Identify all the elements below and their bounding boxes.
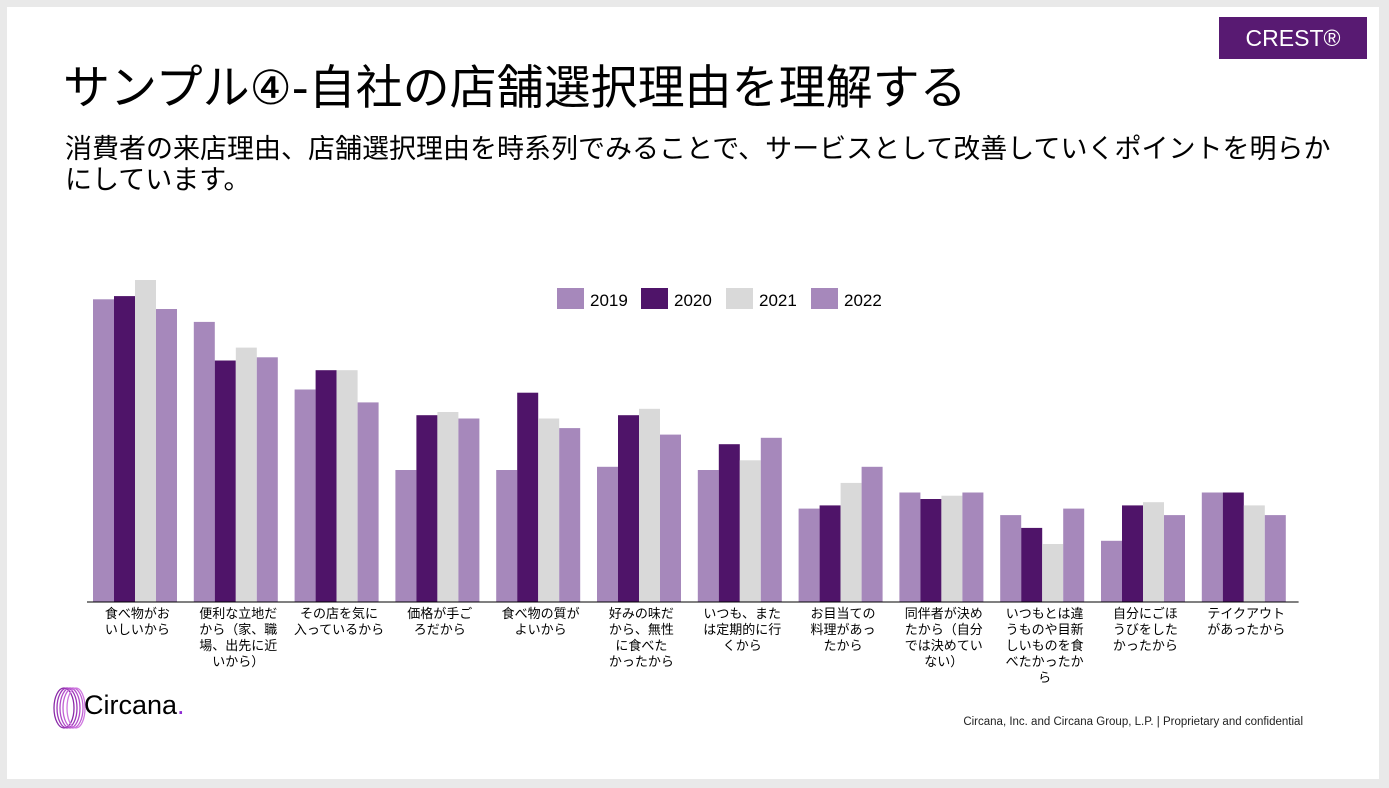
- x-tick-label-9: 同伴者が決めたから（自分では決めていない）: [905, 607, 983, 670]
- bar-2019-8: [798, 508, 820, 602]
- footer: Circana, Inc. and Circana Group, L.P. | …: [963, 716, 1303, 728]
- bar-2022-6: [660, 434, 681, 602]
- bar-2020-6: [618, 415, 639, 602]
- bar-2019-12: [1201, 492, 1223, 602]
- footer-confidentiality: Proprietary and confidential: [1163, 716, 1303, 728]
- x-tick-label-12: テイクアウトがあったから: [1207, 607, 1285, 638]
- circana-logo: Circana.: [52, 684, 232, 732]
- bar-2020-2: [214, 360, 236, 602]
- bar-2021-8: [840, 482, 862, 602]
- x-tick-label-5: 食べ物の質がよいから: [502, 606, 580, 638]
- page-subtitle: 消費者の来店理由、店舗選択理由を時系列でみることで、サービスとして改善していくポ…: [65, 134, 1331, 196]
- bar-2021-12: [1243, 505, 1265, 602]
- bar-2020-4: [416, 415, 438, 602]
- legend-swatch-2021: [726, 288, 753, 309]
- bar-2019-4: [395, 470, 417, 602]
- bar-2020-12: [1222, 492, 1244, 602]
- bar-2021-1: [135, 280, 156, 602]
- bar-2020-11: [1122, 505, 1143, 602]
- legend-swatch-2019: [557, 288, 584, 309]
- bar-2020-5: [517, 392, 539, 602]
- legend-label-2022: 2022: [844, 291, 882, 310]
- x-tick-label-10: いつもとは違うものや目新しいものを食べたかったから: [1006, 607, 1084, 686]
- bar-2021-2: [235, 347, 257, 602]
- chart-bars: [93, 280, 1286, 602]
- bar-2020-3: [315, 370, 337, 602]
- bar-2020-7: [718, 444, 740, 602]
- x-tick-label-7: いつも、または定期的に行くから: [703, 607, 781, 654]
- bar-2019-3: [294, 389, 316, 602]
- x-tick-label-6: 好みの味だから、無性に食べたかったから: [609, 607, 674, 670]
- bar-2022-8: [861, 466, 883, 602]
- x-tick-label-3: その店を気に入っているから: [294, 606, 384, 638]
- bar-2019-1: [93, 299, 114, 602]
- bar-2022-12: [1264, 515, 1286, 602]
- crest-badge: CREST®: [1219, 17, 1367, 59]
- bar-2019-11: [1101, 540, 1122, 602]
- bar-2021-3: [336, 370, 358, 602]
- logo-text: Circana.: [84, 690, 185, 720]
- bar-2021-11: [1143, 502, 1164, 602]
- x-tick-label-4: 価格が手ごろだから: [407, 606, 472, 638]
- bar-2021-7: [739, 460, 761, 602]
- bar-2022-5: [559, 428, 581, 602]
- x-tick-label-2: 便利な立地だから（家、職場、出先に近いから）: [199, 607, 277, 670]
- bar-2020-1: [114, 296, 135, 602]
- bar-2022-2: [256, 357, 278, 602]
- bar-2020-10: [1021, 527, 1043, 602]
- circana-rings-icon: [53, 687, 86, 729]
- legend-label-2021: 2021: [759, 291, 797, 310]
- bar-2019-6: [597, 466, 618, 602]
- bar-2022-3: [357, 402, 379, 602]
- bar-2022-9: [962, 492, 984, 602]
- bar-2022-10: [1063, 508, 1085, 602]
- bar-2019-5: [496, 470, 518, 602]
- x-tick-label-8: お目当ての料理があったから: [810, 607, 875, 654]
- legend-swatch-2020: [641, 288, 668, 309]
- bar-2021-6: [639, 408, 660, 602]
- legend-label-2019: 2019: [590, 291, 628, 310]
- footer-company: Circana, Inc. and Circana Group, L.P.: [963, 716, 1154, 728]
- bar-2019-7: [697, 470, 719, 602]
- legend-label-2020: 2020: [674, 291, 712, 310]
- bar-2021-10: [1042, 544, 1064, 602]
- bar-2019-9: [899, 492, 921, 602]
- x-tick-label-11: 自分にごほうびをしたかったから: [1113, 606, 1178, 654]
- page-title: サンプル④-自社の店舗選択理由を理解する: [63, 61, 967, 116]
- bar-2022-7: [760, 437, 782, 602]
- x-tick-label-1: 食べ物がおいしいから: [105, 606, 170, 638]
- bar-2019-10: [1000, 515, 1022, 602]
- legend-swatch-2022: [811, 288, 838, 309]
- bar-2019-2: [193, 321, 215, 602]
- bar-2020-8: [819, 505, 841, 602]
- bar-2021-4: [437, 412, 459, 602]
- bar-2022-4: [458, 418, 480, 602]
- footer-separator: |: [1156, 716, 1160, 728]
- bar-2020-9: [920, 499, 942, 602]
- bar-2022-1: [156, 309, 177, 602]
- bar-2022-11: [1164, 515, 1185, 602]
- chart-legend: 2019 2020 2021 2022: [557, 288, 882, 310]
- bar-2021-9: [941, 495, 963, 602]
- bar-2021-5: [538, 418, 560, 602]
